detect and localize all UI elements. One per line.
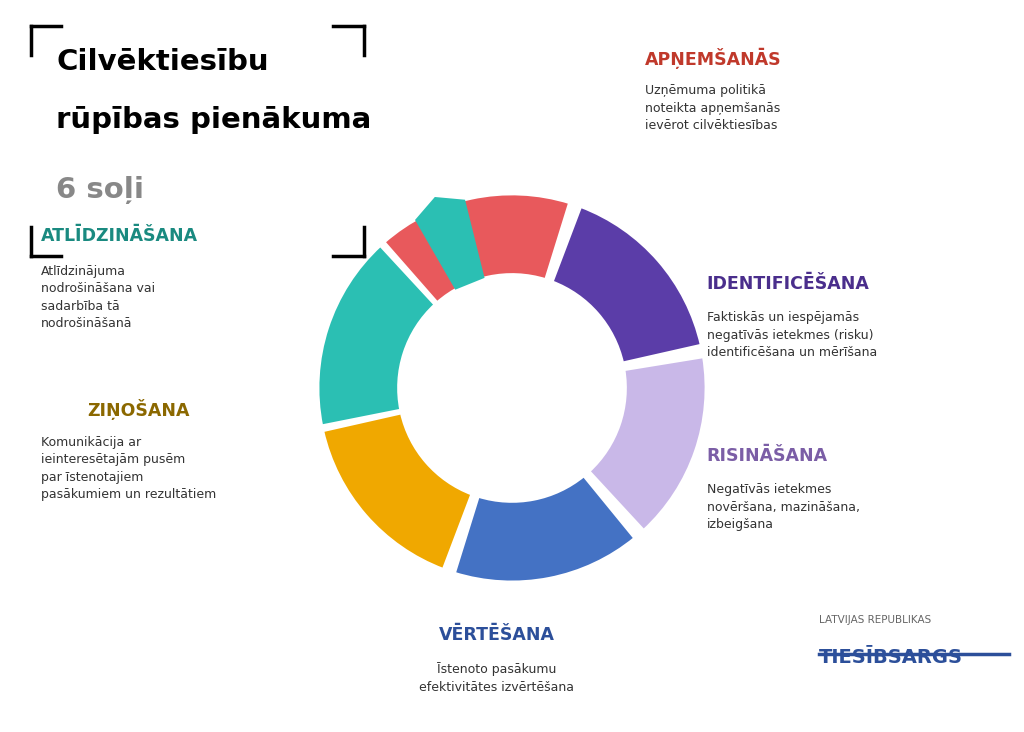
Wedge shape [318, 245, 435, 426]
Text: TIESĪBSARGS: TIESĪBSARGS [819, 648, 964, 667]
Wedge shape [323, 413, 472, 569]
Text: LATVIJAS REPUBLIKAS: LATVIJAS REPUBLIKAS [819, 615, 932, 625]
Text: APŅEMŠANĀS: APŅEMŠANĀS [645, 48, 781, 69]
Text: Cilvēktiesību: Cilvēktiesību [56, 48, 269, 75]
Text: Negatīvās ietekmes
novēršana, mazināšana,
izbeigšana: Negatīvās ietekmes novēršana, mazināšana… [707, 483, 859, 531]
Text: rūpības pienākuma: rūpības pienākuma [56, 106, 372, 134]
Text: Faktiskās un iespējamās
negatīvās ietekmes (risku)
identificēšana un mērīšana: Faktiskās un iespējamās negatīvās ietekm… [707, 311, 877, 359]
Text: IDENTIFICĒŠANA: IDENTIFICĒŠANA [707, 274, 869, 293]
Text: Uzņēmuma politikā
noteikta apņemšanās
ievērot cilvēktiesības: Uzņēmuma politikā noteikta apņemšanās ie… [645, 84, 780, 132]
Text: VĒRTĒŠANA: VĒRTĒŠANA [438, 626, 555, 644]
Polygon shape [415, 197, 484, 290]
Text: 6 soļi: 6 soļi [56, 176, 144, 203]
Wedge shape [455, 476, 635, 582]
Text: ATLĪDZINĀŠANA: ATLĪDZINĀŠANA [41, 227, 198, 245]
Wedge shape [384, 194, 569, 302]
Text: Atlīdzinājuma
nodrošināšana vai
sadarbība tā
nodrošināšanā: Atlīdzinājuma nodrošināšana vai sadarbīb… [41, 265, 155, 330]
Text: Komunikācija ar
ieinteresētajām pusēm
par īstenotajiem
pasākumiem un rezultātiem: Komunikācija ar ieinteresētajām pusēm pa… [41, 436, 216, 501]
Wedge shape [589, 356, 706, 531]
Text: ZIŅOŠANA: ZIŅOŠANA [87, 399, 189, 420]
Text: RISINĀŠANA: RISINĀŠANA [707, 447, 827, 465]
Text: Īstenoto pasākumu
efektivitātes izvērtēšana: Īstenoto pasākumu efektivitātes izvērtēš… [419, 662, 574, 694]
Wedge shape [552, 206, 701, 363]
